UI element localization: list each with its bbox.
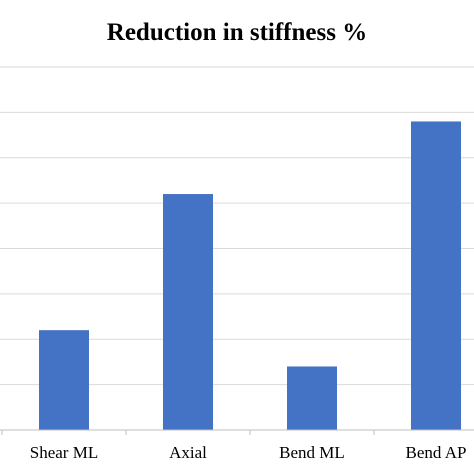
x-tick-label: Bend AP	[406, 443, 467, 462]
bar-bend-ml	[287, 366, 337, 430]
bar-shear-ml	[39, 330, 89, 430]
x-tick-label: Bend ML	[279, 443, 345, 462]
x-tick-label: Shear ML	[30, 443, 98, 462]
bar-bend-ap	[411, 121, 461, 430]
category-labels: Shear ML Axial Bend ML Bend AP	[1, 430, 467, 462]
x-tick-label: Axial	[169, 443, 207, 462]
bar-axial	[163, 194, 213, 430]
chart-title: Reduction in stiffness %	[107, 19, 367, 46]
bars	[39, 121, 461, 430]
